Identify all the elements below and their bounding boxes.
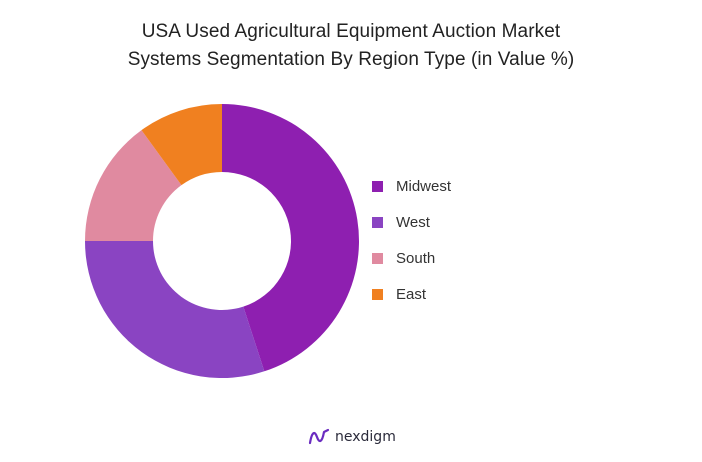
legend-item-west[interactable]: West bbox=[372, 204, 451, 240]
brand-logo: nexdigm bbox=[308, 428, 396, 446]
chart-title-line-2: Systems Segmentation By Region Type (in … bbox=[127, 49, 575, 70]
legend-label-east: East bbox=[396, 285, 427, 303]
legend-label-west: West bbox=[396, 213, 430, 231]
chart-title: USA Used Agricultural Equipment Auction … bbox=[0, 18, 702, 74]
donut-slice-west[interactable] bbox=[85, 241, 265, 378]
donut-slice-midwest[interactable] bbox=[222, 104, 359, 372]
nexdigm-logo-icon bbox=[308, 428, 330, 445]
legend-label-midwest: Midwest bbox=[396, 177, 452, 195]
donut-slice-south[interactable] bbox=[85, 130, 182, 241]
legend-swatch-south bbox=[372, 252, 383, 264]
legend-swatch-midwest bbox=[372, 180, 383, 192]
legend-label-south: South bbox=[396, 249, 436, 267]
legend-item-east[interactable]: East bbox=[372, 276, 451, 312]
legend-swatch-west bbox=[372, 216, 383, 228]
legend-item-south[interactable]: South bbox=[372, 240, 451, 276]
chart-legend: Midwest West South East bbox=[372, 168, 451, 312]
donut-slice-east[interactable] bbox=[141, 104, 222, 186]
chart-title-line-1: USA Used Agricultural Equipment Auction … bbox=[141, 21, 561, 42]
legend-item-midwest[interactable]: Midwest bbox=[372, 168, 451, 204]
legend-swatch-east bbox=[372, 288, 383, 300]
brand-name: nexdigm bbox=[335, 429, 396, 445]
